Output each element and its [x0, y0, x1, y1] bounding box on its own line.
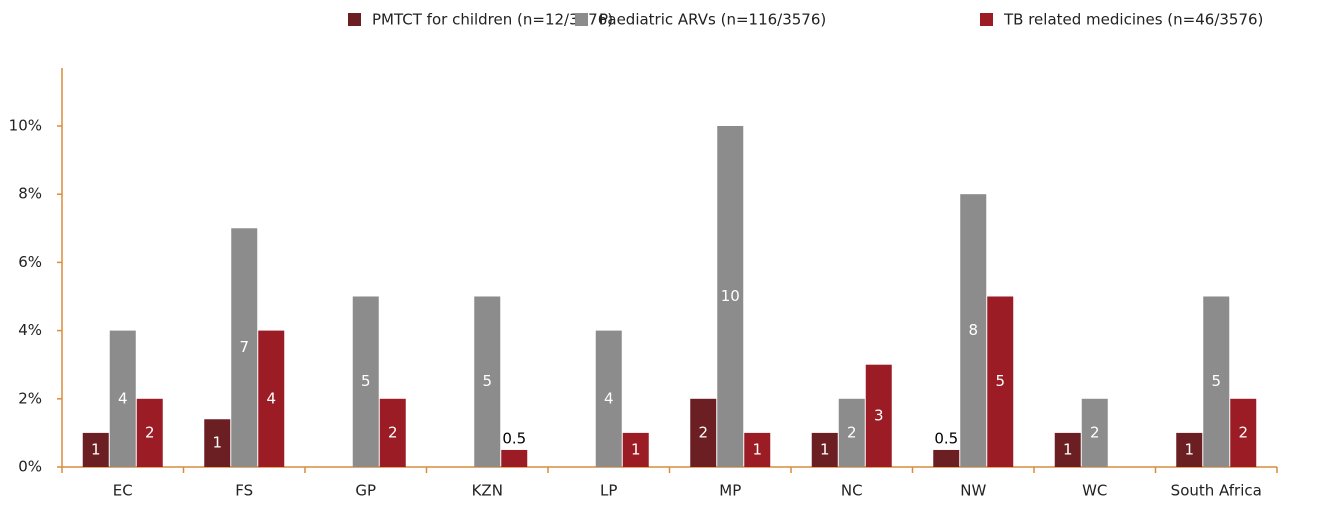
bar	[622, 432, 649, 467]
bar	[865, 364, 892, 467]
x-tick-label: NW	[960, 482, 986, 500]
bar	[1176, 432, 1203, 467]
legend-swatch	[575, 13, 588, 26]
data-label: 1	[1063, 440, 1073, 458]
data-label: 1	[1184, 440, 1194, 458]
bar	[717, 125, 744, 467]
bar	[1203, 296, 1230, 467]
bar	[1230, 398, 1257, 467]
legend-label: Paediatric ARVs (n=116/3576)	[599, 11, 826, 29]
bar	[204, 419, 231, 467]
y-tick-label: 8%	[18, 185, 42, 203]
data-label: 4	[118, 389, 128, 407]
bar	[231, 228, 258, 467]
data-label: 3	[874, 406, 884, 424]
data-label: 4	[266, 389, 276, 407]
data-label: 5	[1211, 372, 1221, 390]
data-label: 5	[361, 372, 371, 390]
legend-swatch	[348, 13, 361, 26]
bar	[744, 432, 771, 467]
x-tick-label: NC	[841, 482, 863, 500]
data-label: 1	[752, 440, 762, 458]
bar	[82, 432, 109, 467]
x-tick-label: South Africa	[1171, 482, 1262, 500]
bar	[109, 330, 136, 467]
bar	[811, 432, 838, 467]
legend-label: TB related medicines (n=46/3576)	[1003, 11, 1263, 29]
data-label: 1	[631, 440, 641, 458]
bar	[136, 398, 163, 467]
legend-label: PMTCT for children (n=12/3576)	[372, 11, 613, 29]
data-label: 0.5	[934, 429, 958, 447]
data-label: 2	[847, 423, 857, 441]
x-tick-label: EC	[113, 482, 133, 500]
data-label: 1	[212, 434, 222, 452]
data-label: 2	[145, 423, 155, 441]
x-tick-label: KZN	[472, 482, 503, 500]
data-label: 1	[820, 440, 830, 458]
bar	[474, 296, 501, 467]
data-label: 5	[482, 372, 492, 390]
bar	[352, 296, 379, 467]
data-label: 4	[604, 389, 614, 407]
y-tick-label: 10%	[9, 116, 42, 134]
bar	[1081, 398, 1108, 467]
x-tick-label: FS	[235, 482, 253, 500]
data-label: 2	[698, 423, 708, 441]
data-label: 1	[91, 440, 101, 458]
bar	[690, 398, 717, 467]
bar	[1054, 432, 1081, 467]
x-tick-label: GP	[355, 482, 376, 500]
x-tick-label: WC	[1082, 482, 1107, 500]
bar	[960, 194, 987, 467]
y-tick-label: 4%	[18, 321, 42, 339]
bar	[501, 449, 528, 467]
y-tick-label: 2%	[18, 389, 42, 407]
data-label: 2	[388, 423, 398, 441]
bar	[258, 330, 285, 467]
bar	[987, 296, 1014, 467]
bar	[933, 449, 960, 467]
y-tick-label: 6%	[18, 253, 42, 271]
data-label: 2	[1090, 423, 1100, 441]
data-label: 10	[721, 287, 740, 305]
y-tick-label: 0%	[18, 458, 42, 476]
legend-swatch	[980, 13, 993, 26]
data-label: 8	[968, 321, 978, 339]
data-label: 7	[239, 338, 249, 356]
bar	[379, 398, 406, 467]
x-tick-label: LP	[600, 482, 617, 500]
data-label: 2	[1238, 423, 1248, 441]
bar	[838, 398, 865, 467]
data-label: 0.5	[502, 429, 526, 447]
x-tick-label: MP	[719, 482, 741, 500]
data-label: 5	[995, 372, 1005, 390]
bar	[595, 330, 622, 467]
